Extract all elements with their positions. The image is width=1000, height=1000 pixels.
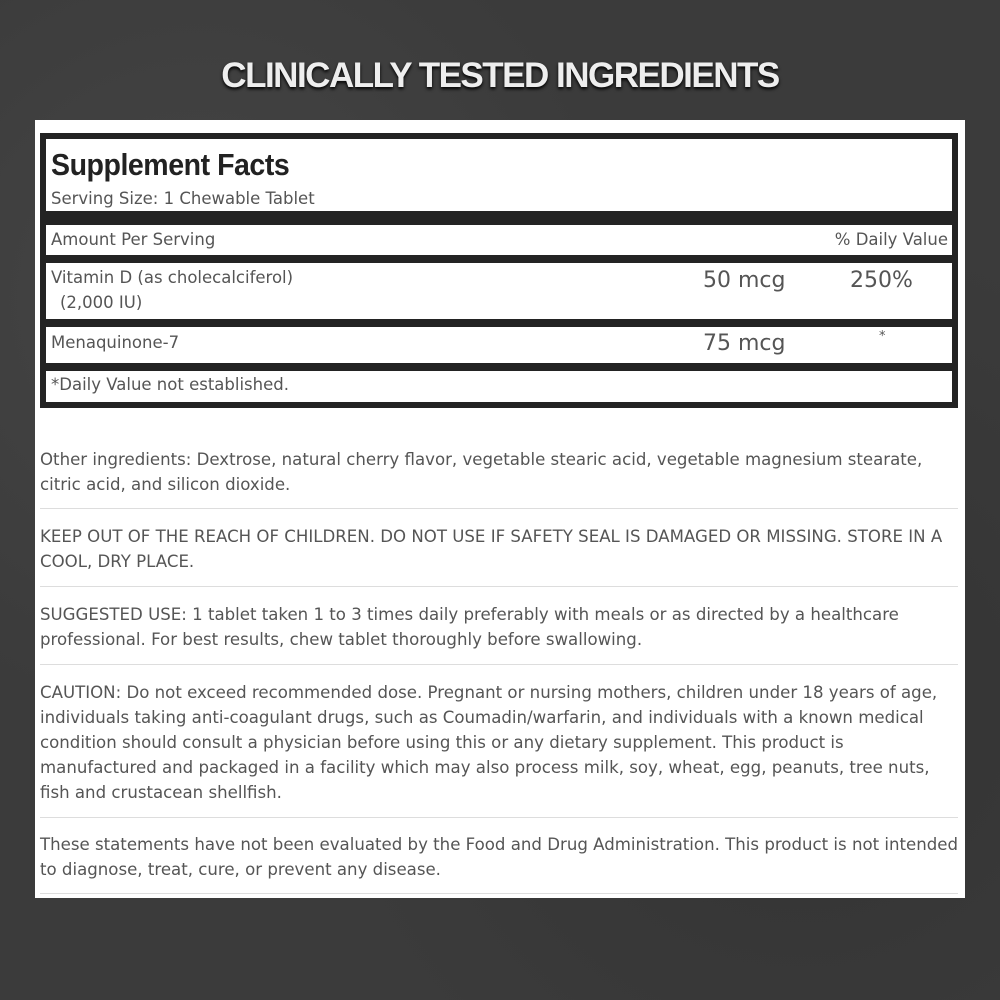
banner-title: CLINICALLY TESTED INGREDIENTS <box>221 56 780 95</box>
facts-title: Supplement Facts <box>51 147 290 182</box>
facts-header: Supplement Facts Serving Size: 1 Chewabl… <box>46 139 952 211</box>
column-header-row: Amount Per Serving % Daily Value <box>46 225 952 255</box>
footnote-row: *Daily Value not established. <box>46 371 952 402</box>
fda-disclaimer: These statements have not been evaluated… <box>40 835 959 879</box>
divider <box>40 817 958 818</box>
ingredient-dv: 250% <box>850 268 913 293</box>
table-row: Vitamin D (as cholecalciferol) (2,000 IU… <box>46 263 952 319</box>
label-panel: Supplement Facts Serving Size: 1 Chewabl… <box>35 120 965 898</box>
divider <box>40 586 958 587</box>
warning-text: KEEP OUT OF THE REACH OF CHILDREN. DO NO… <box>40 527 943 571</box>
ingredient-sub: (2,000 IU) <box>60 293 143 312</box>
caution-text: CAUTION: Do not exceed recommended dose.… <box>40 683 938 802</box>
supplement-facts-table: Supplement Facts Serving Size: 1 Chewabl… <box>40 133 958 408</box>
table-row: Menaquinone-7 75 mcg * <box>46 327 952 363</box>
suggested-use: SUGGESTED USE: 1 tablet taken 1 to 3 tim… <box>40 605 899 649</box>
dv-header: % Daily Value <box>834 230 948 249</box>
ingredient-name: Vitamin D (as cholecalciferol) <box>51 268 294 287</box>
divider <box>40 893 958 894</box>
footnote: *Daily Value not established. <box>51 375 289 394</box>
other-ingredients: Other ingredients: Dextrose, natural che… <box>40 450 923 494</box>
amount-header: Amount Per Serving <box>51 230 216 249</box>
ingredient-amount: 75 mcg <box>703 331 786 356</box>
ingredient-dv: * <box>879 329 886 344</box>
ingredient-amount: 50 mcg <box>703 268 786 293</box>
serving-size: Serving Size: 1 Chewable Tablet <box>51 189 315 208</box>
divider <box>40 664 958 665</box>
divider <box>40 508 958 509</box>
ingredient-name: Menaquinone-7 <box>51 333 180 352</box>
